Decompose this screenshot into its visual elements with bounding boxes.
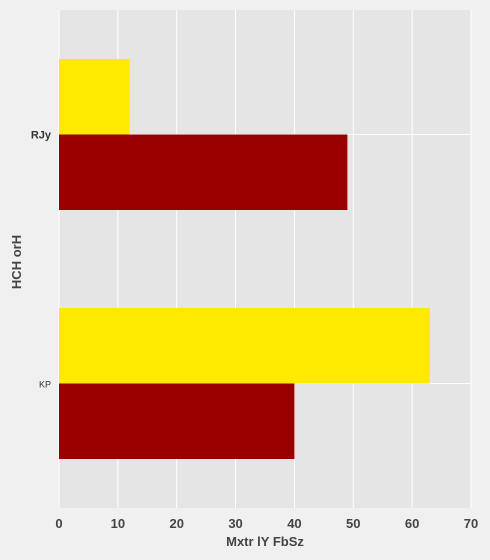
x-axis-ticks: 0 10 20 30 40 50 60 70 bbox=[55, 516, 478, 531]
bar-RJy-series-2 bbox=[59, 134, 348, 210]
x-tick-label: 60 bbox=[405, 516, 419, 531]
x-tick-label: 10 bbox=[111, 516, 125, 531]
y-category-label: KP bbox=[39, 380, 51, 390]
x-tick-label: 0 bbox=[55, 516, 62, 531]
x-tick-label: 50 bbox=[346, 516, 360, 531]
bar-KP-series-2 bbox=[59, 383, 295, 459]
y-axis-categories: RJy KP bbox=[31, 130, 52, 390]
x-tick-label: 40 bbox=[287, 516, 301, 531]
bar-RJy-series-1 bbox=[59, 59, 130, 135]
y-axis-title: HCH orH bbox=[9, 235, 24, 289]
x-tick-label: 30 bbox=[228, 516, 242, 531]
y-category-label: RJy bbox=[31, 130, 52, 142]
bars bbox=[59, 59, 430, 459]
x-axis-title: Mxtr lY FbSz bbox=[226, 534, 304, 549]
bar-KP-series-1 bbox=[59, 308, 430, 384]
x-tick-label: 70 bbox=[464, 516, 478, 531]
x-tick-label: 20 bbox=[169, 516, 183, 531]
